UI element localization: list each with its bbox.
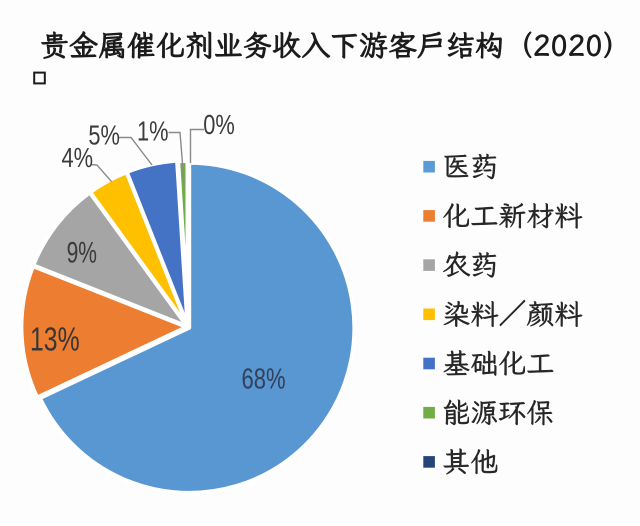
svg-text:1%: 1% (137, 116, 169, 147)
svg-text:0%: 0% (203, 109, 235, 140)
svg-text:13%: 13% (30, 322, 80, 358)
svg-text:68%: 68% (241, 364, 285, 396)
svg-text:4%: 4% (62, 142, 94, 173)
svg-text:9%: 9% (67, 237, 97, 269)
svg-text:5%: 5% (88, 120, 120, 151)
